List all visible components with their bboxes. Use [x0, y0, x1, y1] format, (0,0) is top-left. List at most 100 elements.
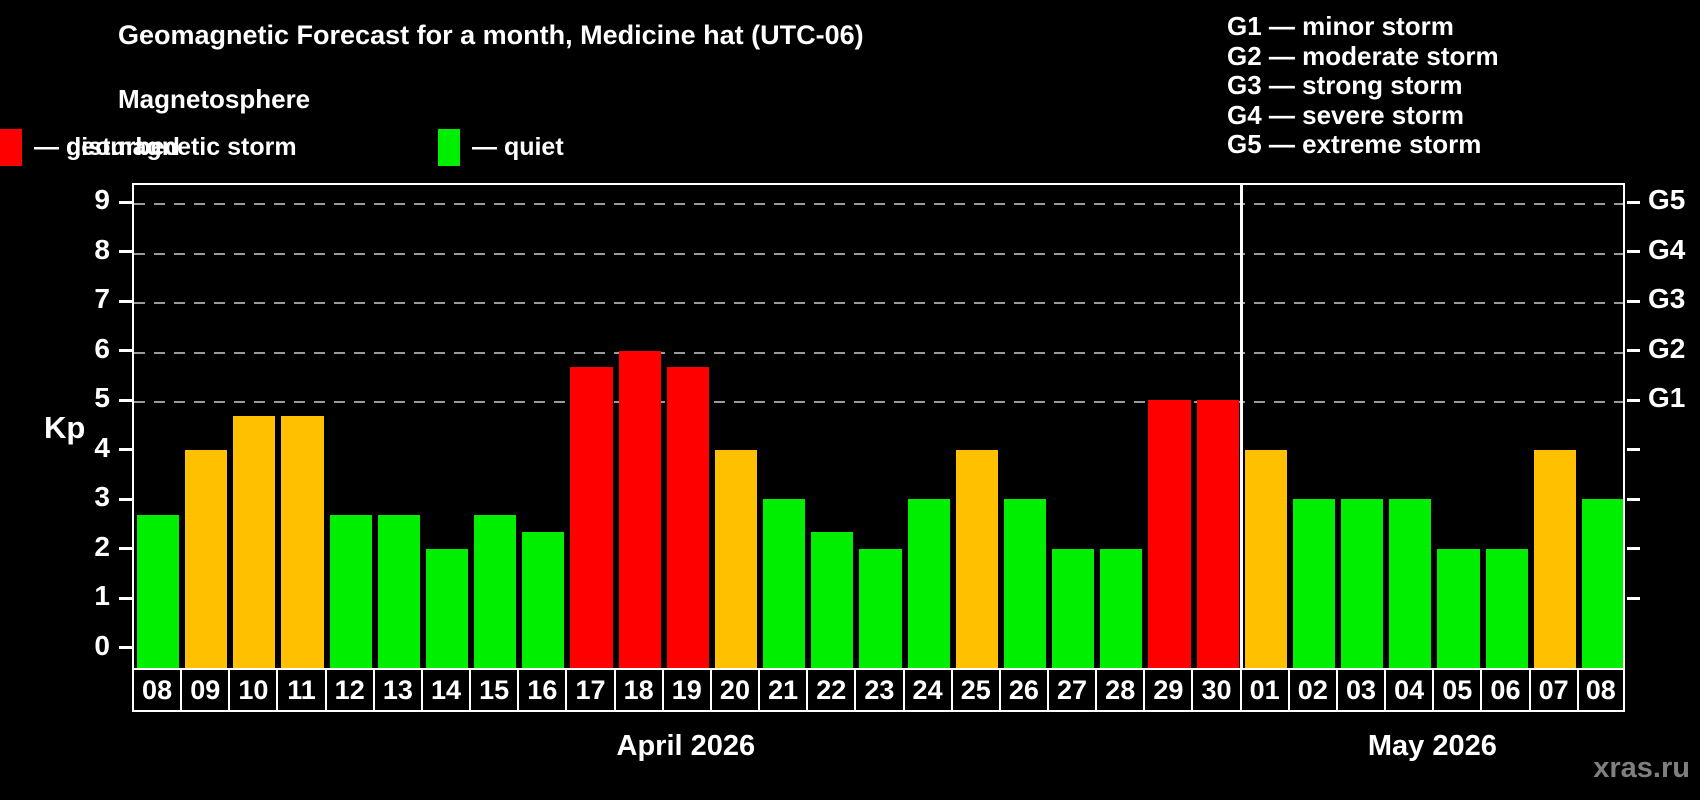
kp-bar-april-17 — [570, 366, 613, 668]
day-label-april-20: 20 — [709, 668, 759, 712]
day-label-may-08: 08 — [1576, 668, 1625, 712]
day-label-may-06: 06 — [1480, 668, 1529, 712]
day-label-april-14: 14 — [420, 668, 470, 712]
day-label-may-01: 01 — [1239, 668, 1288, 712]
day-label-april-13: 13 — [372, 668, 421, 712]
day-label-april-12: 12 — [324, 668, 373, 712]
left-tick-0 — [119, 646, 132, 649]
gridline-kp-5 — [134, 401, 1623, 403]
kp-bar-april-18 — [618, 350, 661, 668]
left-tick-label-1: 1 — [94, 580, 110, 611]
kp-bar-may-07 — [1533, 449, 1576, 668]
day-label-april-30: 30 — [1191, 668, 1240, 712]
kp-bar-april-11 — [281, 416, 324, 668]
kp-bar-april-30 — [1196, 400, 1239, 668]
kp-bar-may-08 — [1581, 499, 1623, 668]
legend-label-disturbed: — disturbed — [34, 132, 180, 161]
kp-bar-april-25 — [955, 449, 998, 668]
right-axis-label-g2: G2 — [1648, 332, 1686, 364]
y-axis-title: Kp — [44, 410, 86, 445]
kp-bar-may-03 — [1341, 499, 1384, 668]
day-label-april-17: 17 — [565, 668, 614, 712]
day-label-april-11: 11 — [276, 668, 325, 712]
left-tick-1 — [119, 596, 132, 600]
g-legend-line-g2: G2 — moderate storm — [1227, 40, 1499, 71]
left-tick-4 — [119, 448, 132, 451]
day-label-april-24: 24 — [902, 668, 951, 712]
day-label-april-09: 09 — [180, 668, 229, 712]
kp-bar-may-06 — [1485, 548, 1528, 668]
kp-bar-april-10 — [233, 416, 276, 668]
left-tick-label-7: 7 — [94, 283, 110, 314]
legend-item-quiet: — quiet — [438, 128, 564, 166]
left-tick-label-0: 0 — [94, 629, 110, 661]
watermark: xras.ru — [1593, 752, 1690, 784]
gridline-kp-7 — [134, 302, 1623, 304]
storm-color-swatch — [0, 128, 22, 166]
day-label-april-08: 08 — [132, 668, 181, 712]
plot-area — [132, 183, 1625, 668]
left-tick-8 — [119, 250, 132, 253]
day-label-may-02: 02 — [1287, 668, 1336, 712]
g-legend-line-g1: G1 — minor storm — [1227, 11, 1454, 41]
magnetosphere-heading: Magnetosphere — [118, 84, 311, 114]
kp-bar-april-26 — [1003, 499, 1047, 668]
day-label-row: 08 09 10 11 12 13 14 15 16 17 18 19 20 21 22 23 24 25 26 27… — [132, 668, 1625, 712]
left-tick-label-8: 8 — [94, 233, 110, 265]
day-label-april-21: 21 — [758, 668, 807, 712]
right-axis-label-g4: G4 — [1648, 233, 1686, 265]
left-tick-7 — [119, 299, 132, 303]
day-label-april-29: 29 — [1143, 668, 1192, 712]
right-tick-8 — [1627, 250, 1640, 253]
day-label-april-27: 27 — [1046, 668, 1096, 712]
g-legend-line-g4: G4 — severe storm — [1227, 99, 1465, 130]
right-tick-1 — [1627, 596, 1640, 600]
right-tick-3 — [1627, 497, 1640, 501]
day-label-may-04: 04 — [1384, 668, 1433, 712]
kp-bar-april-13 — [377, 515, 420, 668]
left-tick-label-5: 5 — [94, 382, 110, 413]
right-axis-label-g5: G5 — [1648, 184, 1686, 215]
legend-item-storm: — geomagnetic storm — [0, 128, 297, 166]
day-label-april-22: 22 — [806, 668, 855, 712]
kp-bar-april-09 — [185, 449, 228, 668]
day-label-april-26: 26 — [998, 668, 1047, 712]
day-label-april-28: 28 — [1095, 668, 1144, 712]
kp-bar-may-01 — [1244, 449, 1287, 668]
gridline-kp-9 — [134, 203, 1623, 205]
day-label-april-25: 25 — [950, 668, 999, 712]
kp-bar-may-02 — [1292, 499, 1336, 668]
left-tick-9 — [119, 200, 132, 204]
kp-bar-april-08 — [137, 515, 180, 668]
chart-title: Geomagnetic Forecast for a month, Medici… — [118, 20, 864, 50]
right-axis-label-g3: G3 — [1648, 283, 1686, 314]
kp-bar-april-20 — [714, 449, 758, 668]
day-label-april-15: 15 — [469, 668, 518, 712]
left-tick-3 — [119, 497, 132, 501]
kp-bar-april-16 — [522, 532, 565, 668]
right-axis-label-g1: G1 — [1648, 382, 1686, 413]
g-legend-line-g5: G5 — extreme storm — [1227, 129, 1482, 160]
kp-bar-may-05 — [1437, 548, 1480, 668]
day-label-may-03: 03 — [1335, 668, 1385, 712]
quiet-color-swatch — [438, 128, 460, 166]
left-tick-label-3: 3 — [94, 481, 110, 512]
gridline-kp-6 — [134, 351, 1623, 354]
kp-bar-april-28 — [1100, 548, 1143, 668]
kp-bar-april-22 — [811, 532, 854, 668]
legend-label-storm: — geomagnetic storm — [34, 132, 297, 161]
kp-bar-april-15 — [474, 515, 517, 668]
kp-bar-april-14 — [425, 548, 469, 668]
gridline-kp-8 — [134, 252, 1623, 255]
g-legend-line-g3: G3 — strong storm — [1227, 70, 1463, 101]
left-tick-label-9: 9 — [94, 184, 110, 215]
left-tick-2 — [119, 547, 132, 550]
kp-bar-april-19 — [666, 366, 709, 668]
kp-bar-april-27 — [1052, 548, 1095, 668]
month-label-may: May 2026 — [1367, 730, 1497, 762]
left-tick-6 — [119, 349, 132, 352]
kp-bar-april-29 — [1148, 400, 1191, 668]
day-label-april-16: 16 — [517, 668, 566, 712]
legend-label-quiet: — quiet — [472, 132, 564, 161]
